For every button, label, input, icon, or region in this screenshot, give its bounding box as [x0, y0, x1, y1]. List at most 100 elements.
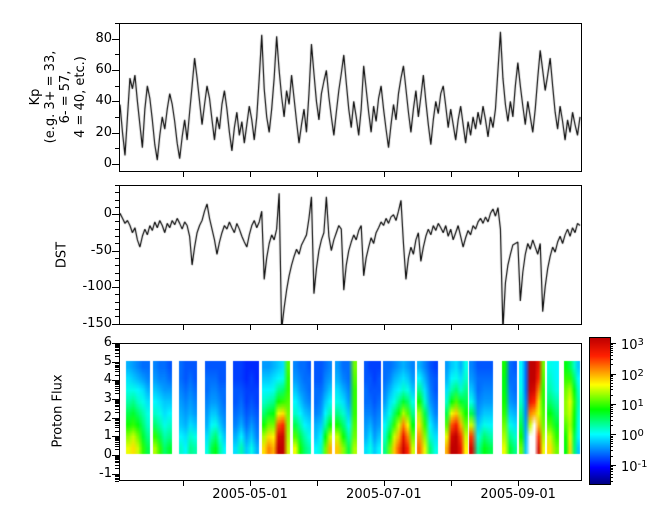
colorbar-tick-minor [610, 468, 613, 469]
dst-ytick-minor [115, 221, 119, 222]
xtick [518, 325, 519, 330]
xtick [384, 481, 385, 486]
dst-ytick-minor [115, 243, 119, 244]
x-axis-date-label: 2005-09-01 [480, 487, 556, 502]
flux-ytick-label: 6 [103, 335, 112, 350]
xtick [183, 325, 184, 330]
kp-line-chart [120, 24, 581, 171]
flux-ytick-minor [115, 347, 119, 348]
dst-ytick-label: 0 [103, 206, 112, 222]
xtick [317, 481, 318, 486]
flux-ytick-minor [115, 478, 119, 479]
colorbar-tick-major [610, 343, 616, 344]
dst-ytick-major [112, 214, 119, 215]
xtick [250, 172, 251, 177]
flux-ytick-minor [115, 344, 119, 345]
flux-ytick-minor [115, 375, 119, 376]
colorbar-tick-minor [610, 383, 613, 384]
flux-ytick-minor [115, 444, 119, 445]
colorbar-tick-minor [610, 344, 613, 345]
flux-ytick-minor [115, 386, 119, 387]
kp-ytick-major [112, 164, 119, 165]
flux-ytick-minor [115, 442, 119, 443]
flux-ytick-label: -1 [99, 465, 112, 481]
flux-ytick-minor [115, 420, 119, 421]
xtick [317, 325, 318, 330]
flux-ytick-minor [115, 425, 119, 426]
dst-ytick-minor [115, 229, 119, 230]
colorbar-tick-minor [610, 389, 613, 390]
dst-ytick-label: -50 [90, 242, 112, 258]
flux-ytick-minor [115, 462, 119, 463]
dst-ytick-label: -100 [82, 279, 112, 295]
flux-ytick-minor [115, 449, 119, 450]
colorbar-tick-minor [610, 474, 613, 475]
colorbar-tick-major [610, 465, 616, 466]
dst-line-chart [120, 186, 581, 324]
dst-ytick-minor [115, 258, 119, 259]
flux-ytick-minor [115, 405, 119, 406]
flux-ytick-minor [115, 418, 119, 419]
flux-ytick-major [112, 380, 119, 381]
flux-ytick-minor [115, 371, 119, 372]
xtick [451, 172, 452, 177]
colorbar-tick-minor [610, 443, 613, 444]
dst-panel [119, 185, 582, 325]
colorbar-tick-minor [610, 346, 613, 347]
flux-ytick-minor [115, 402, 119, 403]
flux-ytick-minor [115, 479, 119, 480]
flux-ytick-minor [115, 419, 119, 420]
dst-ytick-label: -150 [82, 315, 112, 331]
colorbar-tick-minor [610, 456, 613, 457]
flux-ytick-minor [115, 350, 119, 351]
flux-ytick-minor [115, 363, 119, 364]
flux-ytick-minor [115, 393, 119, 394]
kp-ytick-major [112, 70, 119, 71]
flux-ytick-label: 1 [103, 428, 112, 444]
colorbar-tick-label: 102 [621, 367, 644, 384]
colorbar-tick-minor [610, 380, 613, 381]
flux-ytick-minor [115, 381, 119, 382]
flux-ytick-minor [115, 403, 119, 404]
xtick [451, 481, 452, 486]
colorbar-tick-minor [610, 359, 613, 360]
colorbar-tick-major [610, 404, 616, 405]
colorbar-tick-minor [610, 436, 613, 437]
xtick [250, 325, 251, 330]
dst-ytick-major [112, 287, 119, 288]
dst-ytick-minor [115, 280, 119, 281]
flux-ytick-minor [115, 459, 119, 460]
kp-ytick-label: 0 [103, 156, 112, 172]
colorbar-tick-minor [610, 450, 613, 451]
dst-ytick-minor [115, 265, 119, 266]
flux-heatmap [120, 344, 581, 480]
colorbar-tick-minor [610, 405, 613, 406]
colorbar-tick-label: 100 [621, 428, 644, 445]
xtick [183, 172, 184, 177]
flux-ytick-minor [115, 474, 119, 475]
flux-ytick-minor [115, 369, 119, 370]
dst-ytick-minor [115, 192, 119, 193]
colorbar-tick-minor [610, 395, 613, 396]
flux-ytick-minor [115, 367, 119, 368]
colorbar-tick-minor [610, 348, 613, 349]
colorbar-tick-minor [610, 477, 613, 478]
flux-ytick-label: 3 [103, 390, 112, 406]
colorbar-tick-major [610, 374, 616, 375]
flux-ytick-major [112, 399, 119, 400]
flux-ytick-minor [115, 400, 119, 401]
flux-ytick-label: 2 [103, 409, 112, 425]
colorbar-tick-minor [610, 352, 613, 353]
xtick [183, 481, 184, 486]
kp-ytick-label: 20 [95, 124, 112, 140]
flux-ytick-minor [115, 409, 119, 410]
xtick [384, 325, 385, 330]
dst-ytick-minor [115, 185, 119, 186]
kp-ytick-minor [115, 23, 119, 24]
flux-ytick-minor [115, 412, 119, 413]
xtick [317, 172, 318, 177]
flux-ytick-minor [115, 346, 119, 347]
flux-ytick-minor [115, 353, 119, 354]
flux-ytick-minor [115, 439, 119, 440]
kp-ytick-minor [115, 86, 119, 87]
